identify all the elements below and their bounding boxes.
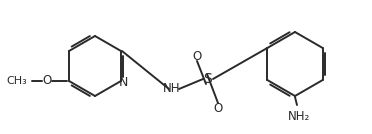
Text: O: O [192,49,202,62]
Text: O: O [42,75,52,88]
Text: NH₂: NH₂ [288,110,310,123]
Text: CH₃: CH₃ [6,76,27,86]
Text: N: N [118,75,128,88]
Text: NH: NH [163,83,181,96]
Text: O: O [214,101,222,114]
Text: S: S [203,72,212,86]
